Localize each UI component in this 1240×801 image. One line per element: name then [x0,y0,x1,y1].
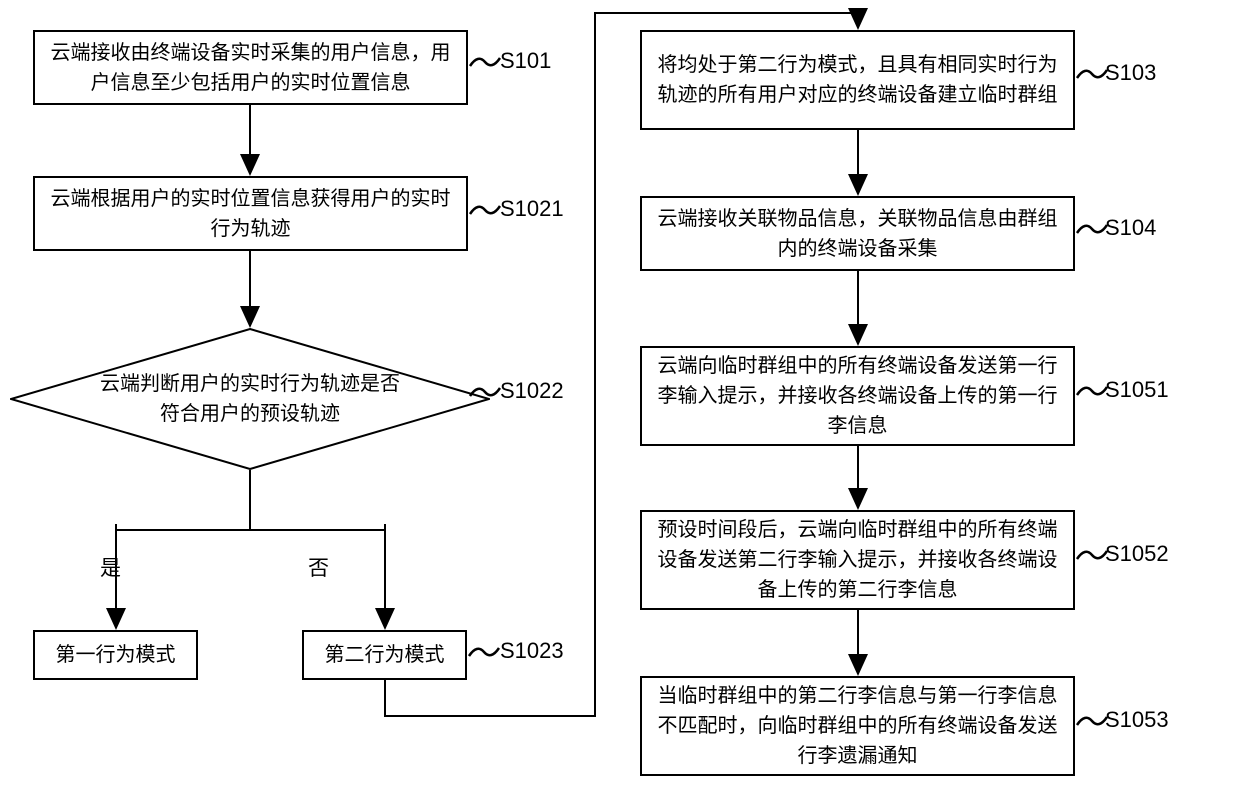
node-text: 云端判断用户的实时行为轨迹是否符合用户的预设轨迹 [95,369,405,429]
